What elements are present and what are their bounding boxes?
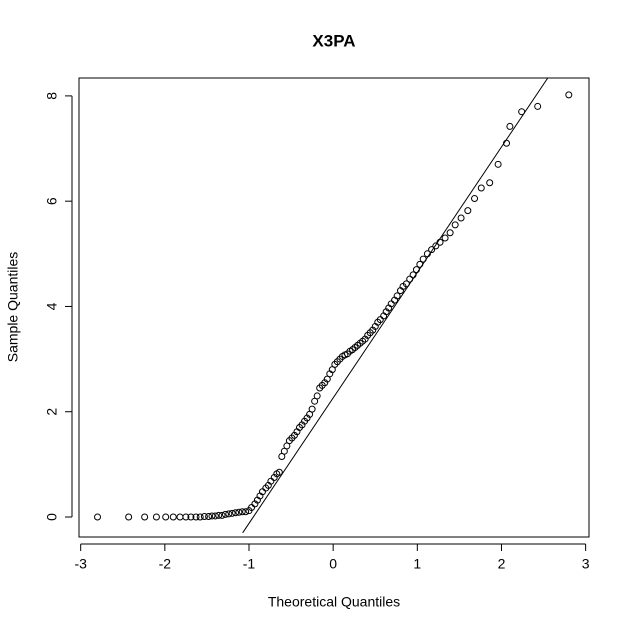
point [211, 512, 219, 520]
point [169, 513, 177, 521]
point [225, 510, 233, 518]
y-axis-label: Sample Quantiles [5, 252, 21, 363]
point [218, 511, 226, 519]
point [428, 246, 436, 254]
point [451, 221, 459, 229]
point [205, 512, 213, 520]
y-tick-label: 0 [44, 513, 60, 521]
y-tick-label: 2 [44, 408, 60, 416]
point [313, 392, 321, 400]
y-tick-label: 8 [44, 92, 60, 100]
x-tick-label: 0 [329, 556, 337, 572]
point [486, 179, 494, 187]
plot-area [94, 78, 573, 534]
point [464, 207, 472, 215]
x-tick-label: 2 [498, 556, 506, 572]
point [506, 122, 514, 130]
point [125, 513, 133, 521]
point [565, 91, 573, 99]
x-tick-label: 1 [413, 556, 421, 572]
plot-frame [78, 77, 590, 538]
point [235, 508, 243, 516]
y-tick-label: 6 [44, 197, 60, 205]
point [471, 195, 479, 203]
point [238, 508, 246, 516]
point [457, 214, 465, 222]
point [215, 511, 223, 519]
point [441, 234, 449, 242]
x-tick-label: -3 [74, 556, 87, 572]
point [141, 513, 149, 521]
point [308, 405, 316, 413]
x-tick-label: 3 [582, 556, 590, 572]
point [200, 512, 208, 520]
point [228, 509, 236, 517]
x-tick-label: -2 [159, 556, 172, 572]
point [494, 160, 502, 168]
point [432, 242, 440, 250]
reference-line [242, 78, 549, 534]
point [192, 513, 200, 521]
point [242, 508, 250, 516]
point [208, 512, 216, 520]
point [446, 229, 454, 237]
chart-title: X3PA [312, 31, 355, 50]
point [534, 102, 542, 110]
point [196, 513, 204, 521]
x-axis-label: Theoretical Quantiles [268, 594, 400, 610]
point [477, 184, 485, 192]
point [232, 509, 240, 517]
point [162, 513, 170, 521]
point [94, 513, 102, 521]
point [152, 513, 160, 521]
x-tick-label: -1 [243, 556, 256, 572]
point [182, 513, 190, 521]
point [275, 468, 283, 476]
point [187, 513, 195, 521]
y-tick-label: 4 [44, 302, 60, 310]
point [393, 292, 401, 300]
point [221, 510, 229, 518]
